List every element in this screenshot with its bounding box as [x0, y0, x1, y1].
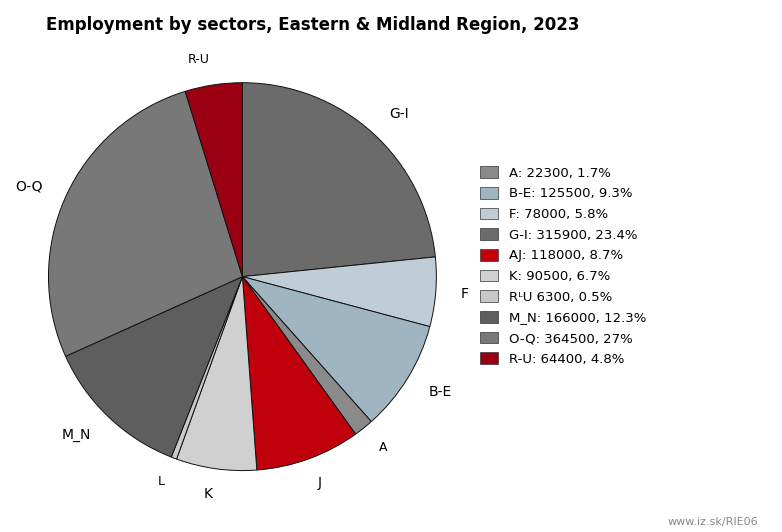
Wedge shape	[242, 257, 436, 327]
Text: K: K	[203, 487, 213, 501]
Text: G-I: G-I	[389, 107, 409, 121]
Legend: A: 22300, 1.7%, B-E: 125500, 9.3%, F: 78000, 5.8%, G-I: 315900, 23.4%, AJ: 11800: A: 22300, 1.7%, B-E: 125500, 9.3%, F: 78…	[475, 162, 650, 370]
Text: R-U: R-U	[188, 53, 210, 66]
Text: www.iz.sk/RIE06: www.iz.sk/RIE06	[668, 517, 759, 527]
Text: F: F	[461, 287, 469, 301]
Wedge shape	[177, 277, 256, 471]
Text: M_N: M_N	[62, 428, 91, 442]
Text: Employment by sectors, Eastern & Midland Region, 2023: Employment by sectors, Eastern & Midland…	[46, 16, 579, 34]
Text: O-Q: O-Q	[15, 179, 43, 194]
Wedge shape	[171, 277, 242, 459]
Wedge shape	[242, 277, 371, 434]
Text: J: J	[317, 476, 321, 489]
Wedge shape	[242, 277, 430, 421]
Wedge shape	[242, 82, 436, 277]
Wedge shape	[242, 277, 356, 470]
Text: B-E: B-E	[429, 385, 452, 398]
Wedge shape	[48, 92, 242, 356]
Text: A: A	[379, 441, 388, 454]
Text: L: L	[158, 475, 165, 488]
Wedge shape	[66, 277, 242, 457]
Wedge shape	[185, 82, 242, 277]
